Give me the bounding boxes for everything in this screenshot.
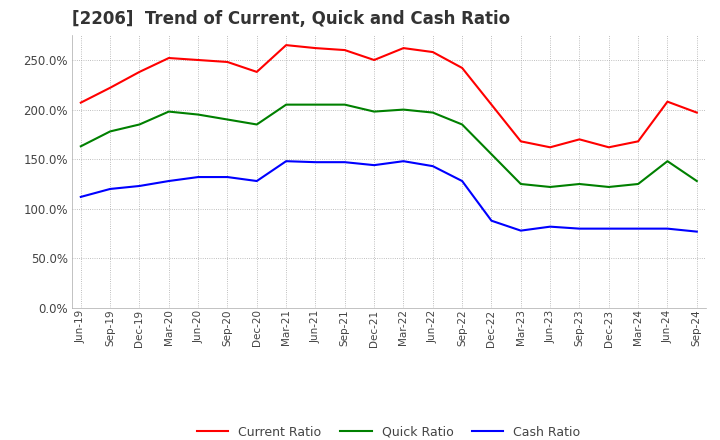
Current Ratio — [253, 69, 261, 74]
Quick Ratio — [341, 102, 349, 107]
Cash Ratio — [164, 178, 173, 183]
Cash Ratio — [516, 228, 525, 233]
Quick Ratio — [311, 102, 320, 107]
Current Ratio — [693, 110, 701, 115]
Quick Ratio — [428, 110, 437, 115]
Quick Ratio — [546, 184, 554, 190]
Quick Ratio — [487, 152, 496, 157]
Cash Ratio — [428, 164, 437, 169]
Current Ratio — [311, 45, 320, 51]
Quick Ratio — [135, 122, 144, 127]
Quick Ratio — [399, 107, 408, 112]
Cash Ratio — [575, 226, 584, 231]
Current Ratio — [663, 99, 672, 104]
Cash Ratio — [282, 158, 290, 164]
Quick Ratio — [605, 184, 613, 190]
Current Ratio — [516, 139, 525, 144]
Current Ratio — [106, 85, 114, 90]
Text: [2206]  Trend of Current, Quick and Cash Ratio: [2206] Trend of Current, Quick and Cash … — [72, 10, 510, 28]
Cash Ratio — [311, 160, 320, 165]
Current Ratio — [399, 45, 408, 51]
Line: Current Ratio: Current Ratio — [81, 45, 697, 147]
Current Ratio — [282, 43, 290, 48]
Quick Ratio — [663, 158, 672, 164]
Current Ratio — [76, 100, 85, 105]
Cash Ratio — [106, 186, 114, 191]
Quick Ratio — [253, 122, 261, 127]
Quick Ratio — [76, 144, 85, 149]
Quick Ratio — [282, 102, 290, 107]
Cash Ratio — [663, 226, 672, 231]
Cash Ratio — [546, 224, 554, 229]
Current Ratio — [164, 55, 173, 61]
Quick Ratio — [164, 109, 173, 114]
Current Ratio — [458, 65, 467, 70]
Line: Quick Ratio: Quick Ratio — [81, 105, 697, 187]
Quick Ratio — [516, 181, 525, 187]
Current Ratio — [428, 49, 437, 55]
Cash Ratio — [223, 174, 232, 180]
Current Ratio — [605, 145, 613, 150]
Quick Ratio — [370, 109, 379, 114]
Current Ratio — [341, 48, 349, 53]
Quick Ratio — [693, 178, 701, 183]
Quick Ratio — [194, 112, 202, 117]
Current Ratio — [370, 57, 379, 62]
Cash Ratio — [693, 229, 701, 234]
Quick Ratio — [106, 129, 114, 134]
Cash Ratio — [194, 174, 202, 180]
Cash Ratio — [399, 158, 408, 164]
Cash Ratio — [487, 218, 496, 224]
Current Ratio — [194, 57, 202, 62]
Cash Ratio — [634, 226, 642, 231]
Line: Cash Ratio: Cash Ratio — [81, 161, 697, 231]
Legend: Current Ratio, Quick Ratio, Cash Ratio: Current Ratio, Quick Ratio, Cash Ratio — [192, 421, 585, 440]
Current Ratio — [575, 137, 584, 142]
Cash Ratio — [76, 194, 85, 199]
Cash Ratio — [135, 183, 144, 189]
Cash Ratio — [458, 178, 467, 183]
Quick Ratio — [223, 117, 232, 122]
Cash Ratio — [370, 162, 379, 168]
Cash Ratio — [341, 160, 349, 165]
Quick Ratio — [575, 181, 584, 187]
Quick Ratio — [458, 122, 467, 127]
Current Ratio — [223, 59, 232, 65]
Current Ratio — [135, 69, 144, 74]
Current Ratio — [546, 145, 554, 150]
Cash Ratio — [605, 226, 613, 231]
Quick Ratio — [634, 181, 642, 187]
Cash Ratio — [253, 178, 261, 183]
Current Ratio — [487, 102, 496, 107]
Current Ratio — [634, 139, 642, 144]
